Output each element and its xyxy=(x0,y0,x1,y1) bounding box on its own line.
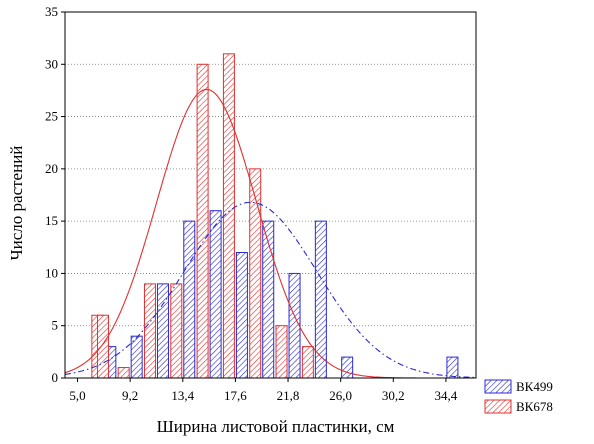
x-tick-label: 34,4 xyxy=(435,388,458,403)
legend-swatch xyxy=(484,379,512,394)
x-tick-label: 26,0 xyxy=(329,388,352,403)
bar-vk499 xyxy=(156,283,169,379)
bars xyxy=(91,53,459,379)
y-tick-label: 25 xyxy=(45,109,58,124)
y-tick-label: 20 xyxy=(45,161,58,176)
x-tick-label: 21,8 xyxy=(277,388,300,403)
y-tick-label: 15 xyxy=(45,213,58,228)
y-tick-label: 0 xyxy=(52,370,59,385)
plot-frame xyxy=(64,11,477,379)
bar-vk499 xyxy=(183,220,196,379)
y-tick-label: 5 xyxy=(52,318,59,333)
bar-vk499 xyxy=(341,356,354,379)
bar-vk678 xyxy=(222,53,235,379)
gridlines xyxy=(65,63,476,327)
legend-label: ВК499 xyxy=(516,379,553,394)
y-tick-label: 30 xyxy=(45,56,58,71)
x-tick-label: 17,6 xyxy=(224,388,247,403)
bar-vk499 xyxy=(262,220,275,379)
bar-vk678 xyxy=(275,325,288,379)
fit-curve-vk499 xyxy=(64,201,477,379)
bar-vk678 xyxy=(143,283,156,379)
bar-vk499 xyxy=(130,335,143,379)
bar-vk678 xyxy=(249,168,262,379)
legend-swatch xyxy=(484,399,512,414)
x-tick-label: 30,2 xyxy=(382,388,405,403)
bar-vk499 xyxy=(446,356,459,379)
bar-vk678 xyxy=(117,367,130,379)
y-tick-label: 35 xyxy=(45,4,58,19)
x-tick-label: 13,4 xyxy=(171,388,194,403)
bar-vk678 xyxy=(97,314,110,379)
bar-vk678 xyxy=(170,283,183,379)
bar-vk499 xyxy=(314,220,327,379)
y-tick-label: 10 xyxy=(45,265,58,280)
bar-vk678 xyxy=(196,63,209,379)
bar-vk499 xyxy=(288,272,301,379)
bar-vk678 xyxy=(301,346,314,379)
bar-vk499 xyxy=(209,210,222,379)
y-axis-title: Число растений xyxy=(7,146,26,261)
x-tick-label: 9,2 xyxy=(122,388,138,403)
x-tick-label: 5,0 xyxy=(69,388,85,403)
bar-vk499 xyxy=(235,252,248,379)
x-axis-title: Ширина листовой пластинки, см xyxy=(157,417,395,436)
legend-label: ВК678 xyxy=(516,399,553,414)
legend: ВК499 ВК678 xyxy=(484,379,553,414)
axis-ticks: 0 5 10 15 20 25 30 35 5,0 9,2 13,4 17,6 21,8 26,0 30,2… xyxy=(45,4,458,403)
